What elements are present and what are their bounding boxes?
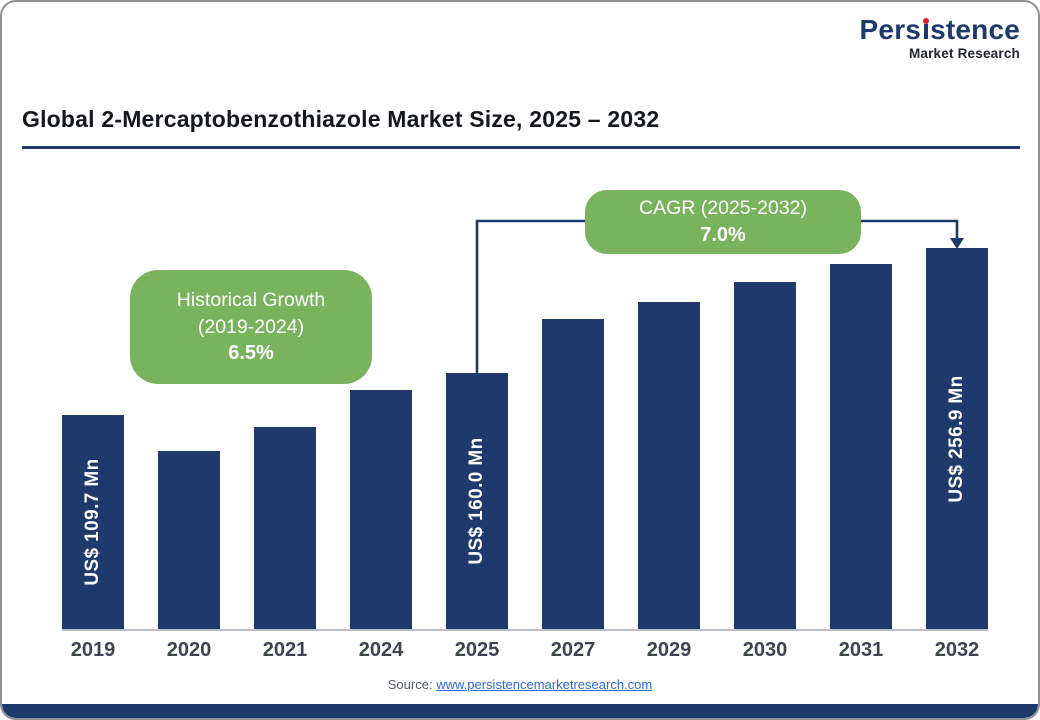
bar-chart: Historical Growth (2019-2024) 6.5% CAGR … — [2, 149, 1038, 669]
header-row: Pers stence Market Research — [2, 2, 1038, 76]
logo-tagline: Market Research — [908, 46, 1020, 61]
bar-2025: US$ 160.0 Mn — [446, 373, 508, 629]
logo-letter-i — [922, 18, 929, 39]
arrowhead-icon — [950, 238, 964, 249]
bar-2027 — [542, 319, 604, 629]
x-tick-2027: 2027 — [550, 638, 596, 661]
bar-2019: US$ 109.7 Mn — [62, 415, 124, 629]
bar-2021 — [254, 427, 316, 629]
x-tick-2031: 2031 — [838, 638, 884, 661]
bar-2030 — [734, 282, 796, 629]
logo-i-stem — [923, 24, 928, 39]
plot-area: US$ 109.7 Mn US$ 160.0 Mn US$ 256.9 Mn — [62, 149, 988, 631]
bar-2031 — [830, 264, 892, 629]
cagr-callout: CAGR (2025-2032) 7.0% — [585, 190, 861, 254]
bar-2024 — [350, 390, 412, 629]
cagr-line1: CAGR (2025-2032) — [639, 197, 807, 220]
historical-growth-callout: Historical Growth (2019-2024) 6.5% — [130, 270, 372, 384]
pmr-logo: Pers stence Market Research — [860, 16, 1020, 62]
x-tick-2029: 2029 — [646, 638, 692, 661]
x-tick-2025: 2025 — [454, 638, 500, 661]
x-tick-2019: 2019 — [70, 638, 116, 661]
x-axis: 2019 2020 2021 2024 2025 2027 2029 2030 2031 2032 — [62, 631, 988, 669]
x-tick-2024: 2024 — [358, 638, 404, 661]
x-tick-2032: 2032 — [934, 638, 980, 661]
source-row: Source: www.persistencemarketresearch.co… — [2, 677, 1038, 692]
x-tick-2021: 2021 — [262, 638, 308, 661]
logo-name-part1: Pers — [859, 14, 922, 45]
logo-name-part2: stence — [930, 14, 1020, 45]
historical-growth-line2: (2019-2024) — [197, 315, 305, 338]
page-title: Global 2-Mercaptobenzothiazole Market Si… — [22, 106, 660, 132]
bar-2029 — [638, 302, 700, 629]
cagr-connector-arrow — [475, 219, 964, 374]
bar-2032: US$ 256.9 Mn — [926, 248, 988, 629]
x-tick-2020: 2020 — [166, 638, 212, 661]
cagr-value: 7.0% — [700, 223, 746, 246]
logo-name: Pers stence — [860, 16, 1020, 44]
historical-growth-line1: Historical Growth — [176, 289, 326, 312]
source-link[interactable]: www.persistencemarketresearch.com — [436, 677, 653, 692]
logo-i-red-dot-icon — [922, 18, 929, 24]
historical-growth-value: 6.5% — [228, 341, 274, 364]
bar-2020 — [158, 451, 220, 629]
x-tick-2030: 2030 — [742, 638, 788, 661]
title-block: Global 2-Mercaptobenzothiazole Market Si… — [22, 106, 1020, 149]
bottom-accent-bar — [2, 704, 1038, 718]
source-label: Source: — [387, 677, 433, 692]
